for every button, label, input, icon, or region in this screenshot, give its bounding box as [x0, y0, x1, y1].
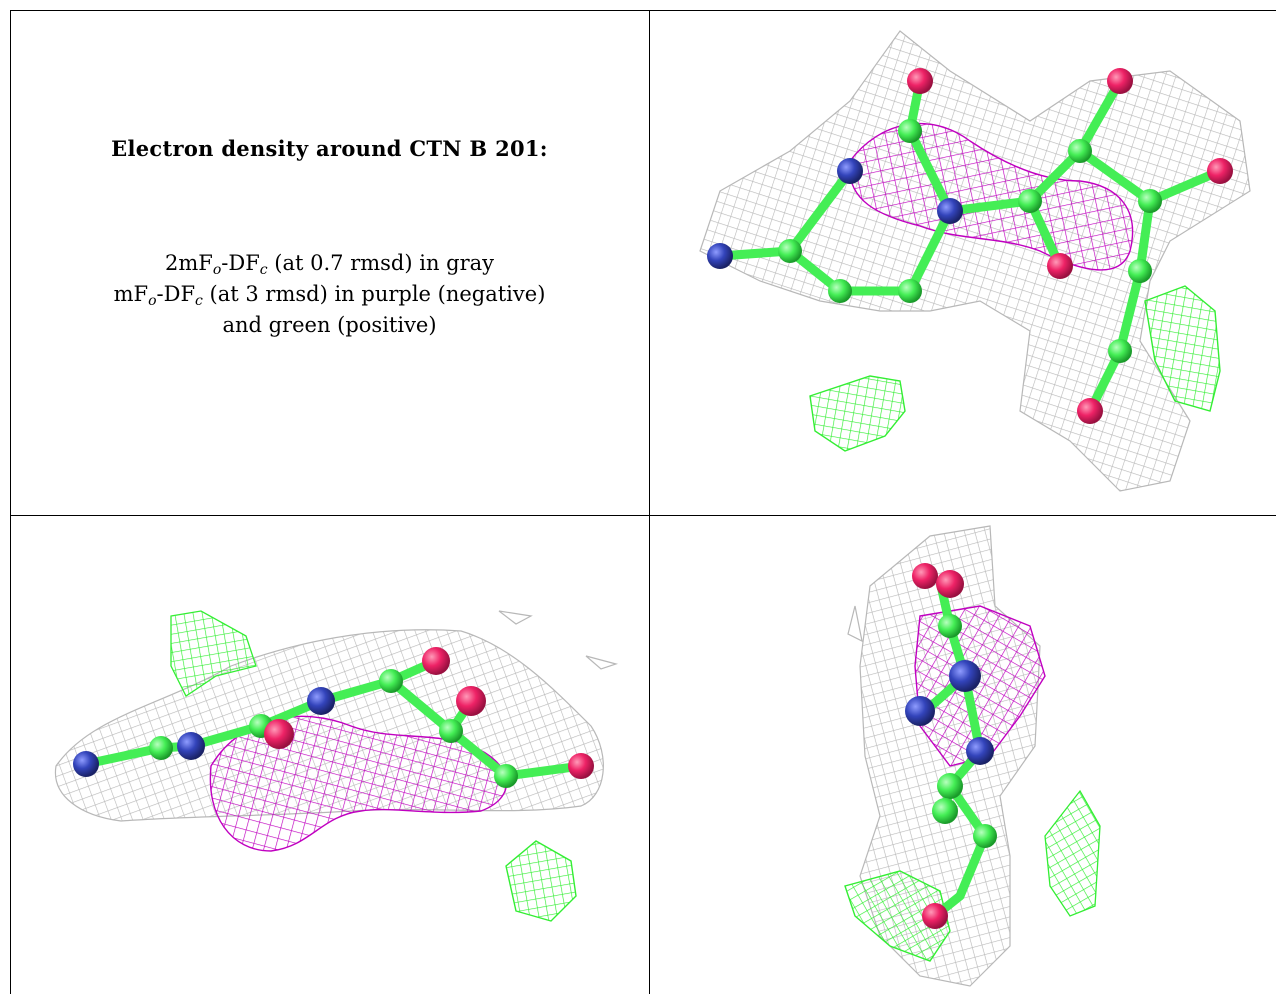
- caption-title: Electron density around CTN B 201:: [111, 136, 548, 161]
- molecule-atoms: [905, 563, 997, 929]
- density-panel-top-right: [650, 11, 1276, 515]
- border-left: [10, 10, 11, 994]
- figure-grid: Electron density around CTN B 201: 2mFo-…: [10, 10, 1276, 994]
- molecule-atoms: [73, 647, 594, 788]
- green-mesh: [844, 605, 1101, 962]
- caption-legend: 2mFo-DFc (at 0.7 rmsd) in gray mFo-DFc (…: [10, 248, 649, 341]
- purple-mesh: [209, 715, 508, 852]
- gray-mesh: [699, 30, 1251, 492]
- density-panel-bottom-left: [11, 516, 649, 994]
- border-middle: [10, 515, 1276, 516]
- green-mesh: [170, 610, 619, 922]
- molecule-atoms: [707, 68, 1233, 424]
- border-center: [649, 10, 650, 994]
- caption-line-mfo: mFo-DFc (at 3 rmsd) in purple (negative): [113, 282, 546, 309]
- caption-line-2mfo: 2mFo-DFc (at 0.7 rmsd) in gray: [164, 251, 495, 278]
- border-top: [10, 10, 1276, 11]
- caption-line-colors: and green (positive): [222, 313, 437, 337]
- density-panel-bottom-right: [650, 516, 1276, 994]
- caption-cell: Electron density around CTN B 201: 2mFo-…: [10, 10, 649, 515]
- purple-mesh: [914, 605, 1046, 767]
- green-mesh: [809, 285, 1221, 452]
